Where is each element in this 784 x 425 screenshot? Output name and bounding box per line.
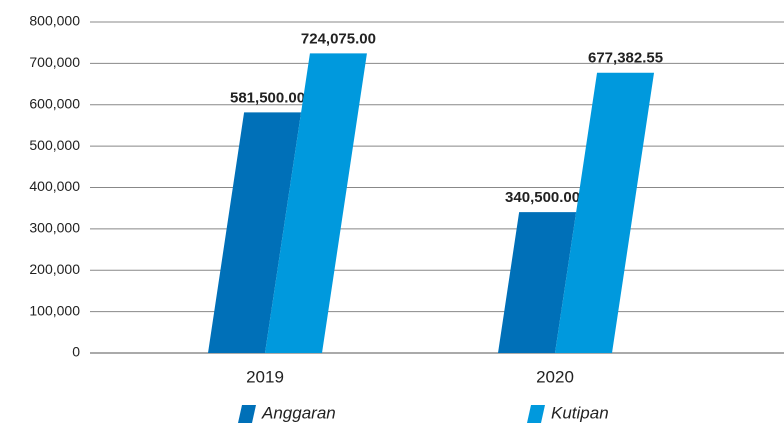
bar [265, 53, 367, 353]
bar [208, 112, 302, 353]
bar [498, 212, 577, 353]
x-tick-label: 2019 [246, 367, 284, 386]
bar [555, 72, 655, 353]
y-tick-label: 100,000 [29, 302, 80, 318]
y-tick-label: 500,000 [29, 137, 80, 153]
legend-label: Anggaran [261, 403, 336, 422]
data-label: 724,075.00 [301, 30, 376, 47]
x-tick-label: 2020 [536, 367, 574, 386]
data-label: 340,500.00 [505, 189, 580, 206]
y-tick-label: 600,000 [29, 95, 80, 111]
data-label: 677,382.55 [588, 50, 663, 67]
y-tick-label: 300,000 [29, 220, 80, 236]
legend-swatch [238, 405, 256, 423]
y-tick-label: 0 [72, 344, 80, 360]
legend-label: Kutipan [551, 403, 609, 422]
y-tick-label: 800,000 [29, 13, 80, 29]
data-label: 581,500.00 [230, 89, 305, 106]
y-tick-label: 200,000 [29, 261, 80, 277]
legend-swatch [527, 405, 545, 423]
y-tick-label: 700,000 [29, 54, 80, 70]
y-tick-label: 400,000 [29, 178, 80, 194]
